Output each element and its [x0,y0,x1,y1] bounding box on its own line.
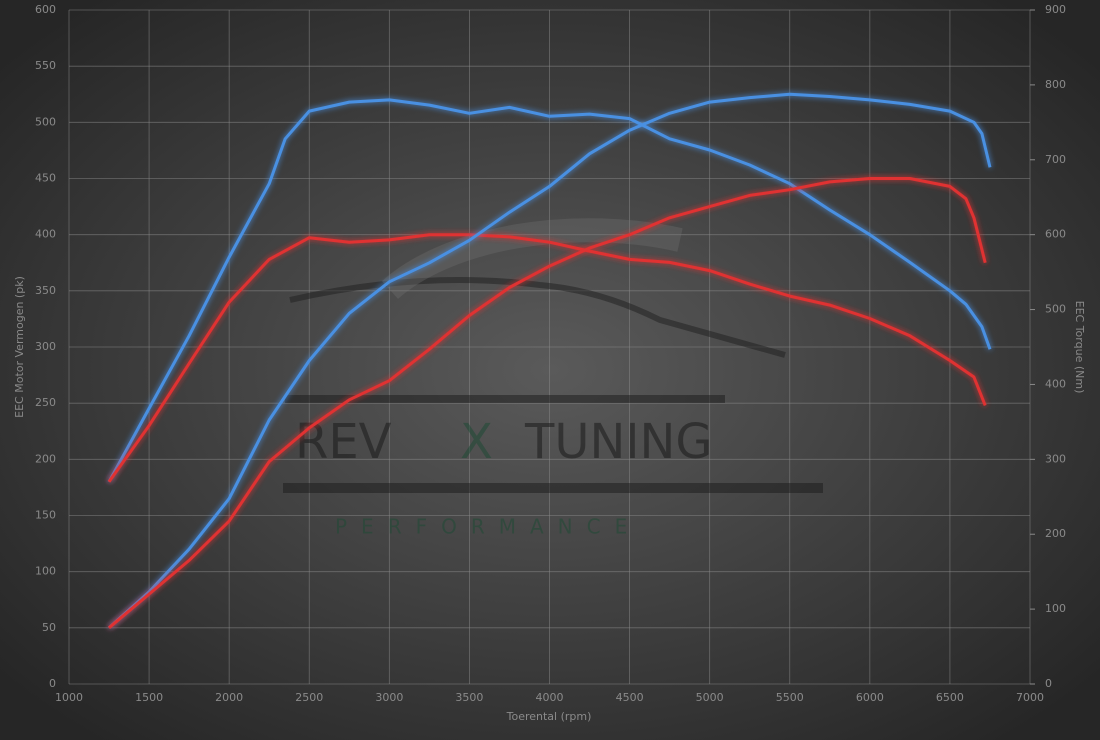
x-tick-label: 6000 [856,691,884,704]
lines [107,92,992,629]
x-axis-label: Toerental (rpm) [506,710,592,723]
x-tick-label: 5500 [776,691,804,704]
y-tick-label: 500 [35,115,56,128]
series-line [107,233,987,483]
y-tick-label: 200 [35,452,56,465]
x-tick-label: 6500 [936,691,964,704]
x-tick-label: 3000 [375,691,403,704]
y2-tick-label: 0 [1045,677,1052,690]
logo-bar [285,395,725,403]
logo-bar [283,483,823,493]
y2-tick-label: 900 [1045,3,1066,16]
series-line [107,92,992,629]
y-tick-label: 600 [35,3,56,16]
y-tick-label: 50 [42,621,56,634]
x-tick-label: 2000 [215,691,243,704]
y2-tick-label: 400 [1045,377,1066,390]
y-tick-label: 400 [35,228,56,241]
x-tick-label: 1000 [55,691,83,704]
watermark-text: X [460,414,493,470]
x-tick-label: 7000 [1016,691,1044,704]
series-line [107,98,992,483]
x-tick-label: 2500 [295,691,323,704]
y-tick-label: 300 [35,340,56,353]
y-tick-label: 550 [35,59,56,72]
y-tick-label: 0 [49,677,56,690]
series-line [108,177,987,629]
logo-car [289,277,786,358]
y2-tick-label: 100 [1045,602,1066,615]
watermark: REV X TUNING PERFORMANCE [283,218,823,539]
y2-tick-label: 200 [1045,527,1066,540]
x-tick-label: 5000 [696,691,724,704]
x-tick-label: 4500 [616,691,644,704]
y2-tick-label: 800 [1045,78,1066,91]
x-tick-label: 4000 [536,691,564,704]
y-axis-label: EEC Motor Vermogen (pk) [13,276,26,418]
watermark-text: TUNING [524,414,713,470]
y2-tick-label: 300 [1045,452,1066,465]
x-tick-label: 3500 [455,691,483,704]
watermark-text: REV [295,414,392,470]
y-tick-label: 250 [35,396,56,409]
watermark-text: PERFORMANCE [335,515,641,539]
x-tick-label: 1500 [135,691,163,704]
y2-tick-label: 700 [1045,153,1066,166]
y2-axis-label: EEC Torque (Nm) [1073,301,1086,394]
y-tick-label: 150 [35,509,56,522]
y-tick-label: 350 [35,284,56,297]
y-tick-label: 450 [35,172,56,185]
y-tick-label: 100 [35,565,56,578]
y2-tick-label: 600 [1045,228,1066,241]
y2-tick-label: 500 [1045,303,1066,316]
